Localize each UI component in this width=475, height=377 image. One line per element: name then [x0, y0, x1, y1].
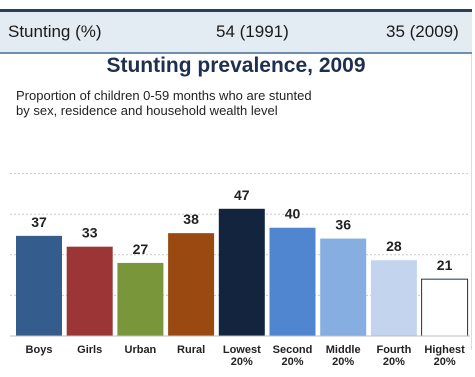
- bar: [320, 238, 367, 336]
- data-label: 33: [82, 225, 98, 241]
- category-label: 20%: [383, 356, 405, 368]
- bar: [218, 208, 265, 336]
- bar: [370, 260, 417, 336]
- category-label: 20%: [281, 356, 303, 368]
- bar: [269, 227, 316, 336]
- category-label: Boys: [26, 344, 53, 356]
- category-label: 20%: [434, 356, 456, 368]
- data-label: 21: [437, 257, 453, 273]
- category-label: Middle: [326, 344, 361, 356]
- stunting-1991-value: 54 (1991): [216, 22, 289, 41]
- stunting-2009-value: 35 (2009): [386, 22, 459, 41]
- category-label: Second: [273, 344, 313, 356]
- bar: [421, 278, 469, 337]
- data-label: 40: [285, 206, 301, 222]
- bar: [16, 235, 62, 336]
- chart-subtitle: Proportion of children 0-59 months who a…: [16, 88, 436, 118]
- category-label: Girls: [77, 344, 102, 356]
- header-divider: [0, 52, 472, 54]
- category-label: Fourth: [376, 344, 411, 356]
- data-label: 27: [133, 241, 149, 257]
- chart-title: Stunting prevalence, 2009: [106, 54, 366, 77]
- category-label: 20%: [231, 356, 253, 368]
- data-label: 47: [234, 187, 250, 203]
- stunting-label: Stunting (%): [8, 22, 102, 41]
- category-label: 20%: [332, 356, 354, 368]
- data-label: 37: [31, 214, 47, 230]
- top-rule: [0, 9, 472, 12]
- bar: [117, 262, 164, 336]
- data-label: 36: [335, 217, 351, 233]
- data-label: 38: [183, 211, 199, 227]
- category-label: Urban: [125, 344, 157, 356]
- category-label: Highest: [424, 344, 465, 356]
- stunting-summary-band: Stunting (%) 54 (1991) 35 (2009): [0, 12, 472, 52]
- data-label: 28: [386, 238, 402, 254]
- frame-border: [471, 54, 472, 350]
- category-label: Rural: [177, 344, 205, 356]
- category-label: Lowest: [223, 344, 261, 356]
- bar: [168, 233, 215, 336]
- bar: [66, 246, 113, 336]
- chart-subtitle-line: Proportion of children 0-59 months who a…: [16, 88, 312, 103]
- chart-subtitle-line: by sex, residence and household wealth l…: [16, 103, 278, 118]
